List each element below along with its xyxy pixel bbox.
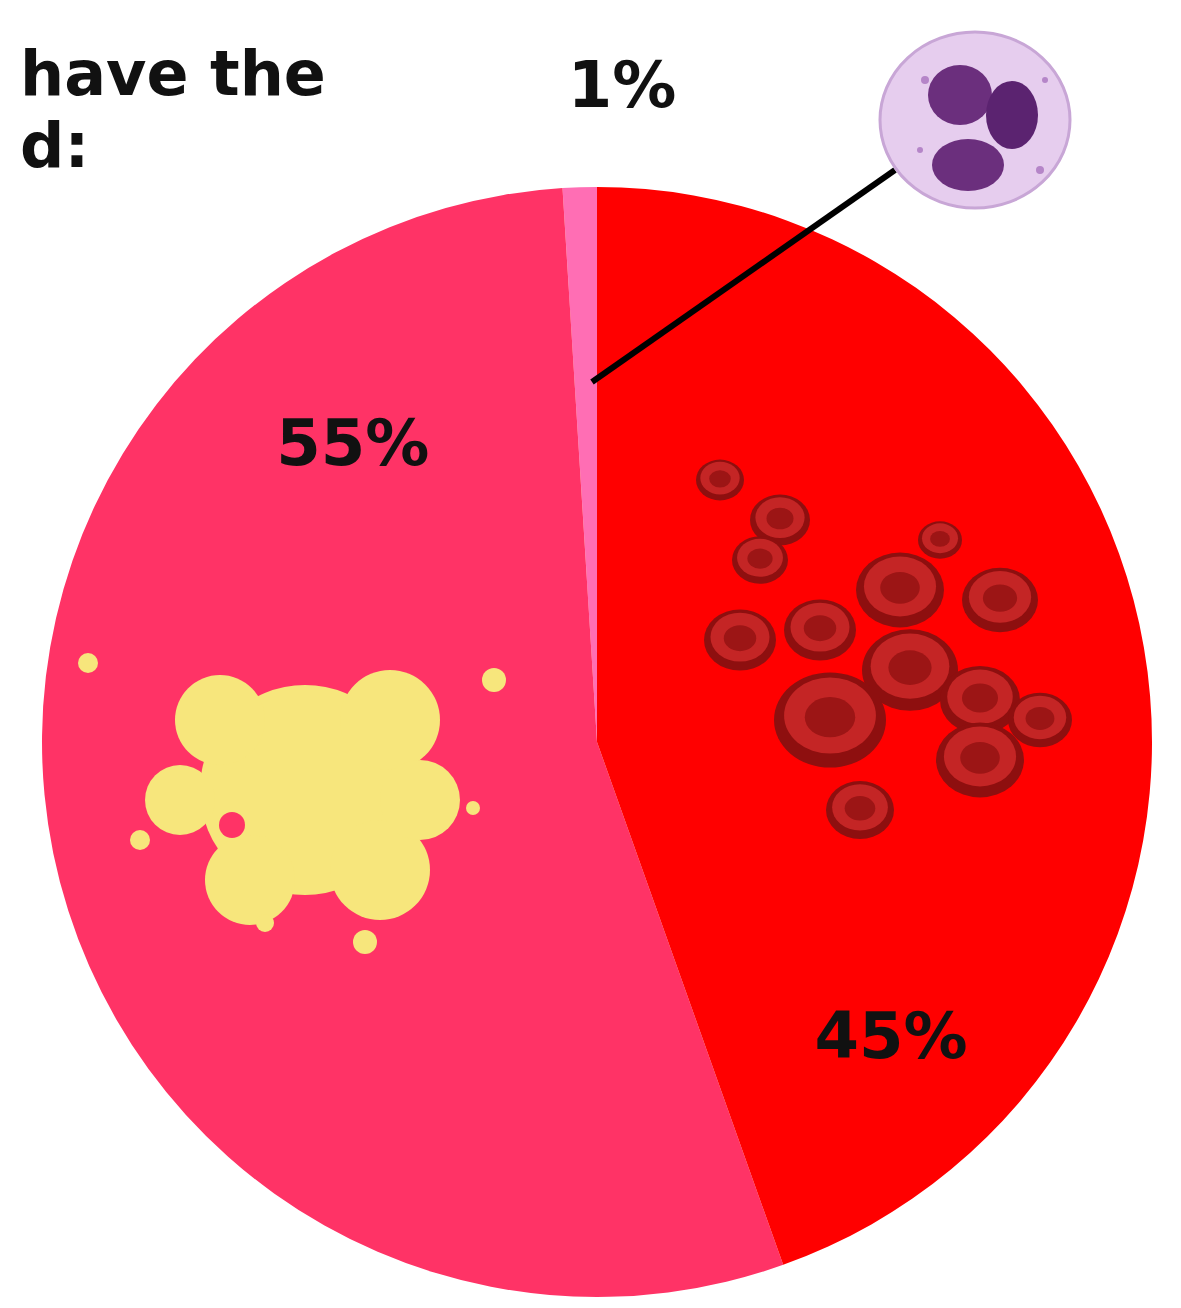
svg-text:1%: 1% (568, 48, 677, 122)
svg-text:55%: 55% (276, 406, 429, 480)
svg-text:have the: have the (20, 37, 326, 110)
svg-text:d:: d: (20, 109, 89, 182)
svg-text:45%: 45% (815, 999, 968, 1073)
